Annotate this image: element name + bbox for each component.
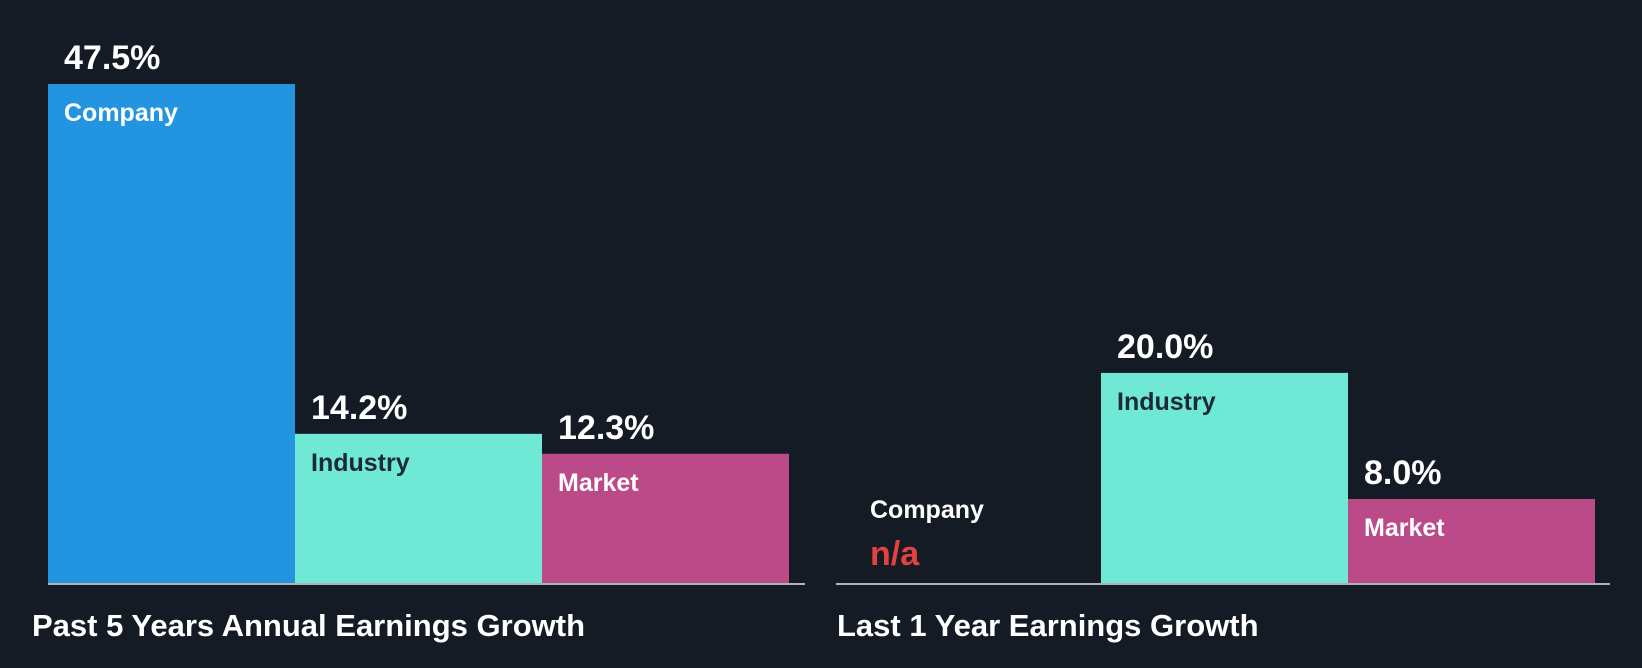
past5-industry-bar — [295, 433, 542, 583]
past5-market-bar — [542, 453, 789, 583]
last1-market-bar — [1348, 498, 1595, 583]
past5-market-value-label: 12.3% — [558, 409, 654, 447]
last1-company-value-label: n/a — [870, 535, 920, 573]
last-1-year-panel: Company n/a 20.0% Industry 8.0% Market — [836, 328, 1610, 585]
past-5-years-title: Past 5 Years Annual Earnings Growth — [32, 608, 585, 643]
past5-company-bar — [48, 84, 295, 583]
last1-market-label: Market — [1364, 514, 1445, 542]
last1-industry-label: Industry — [1117, 388, 1216, 416]
last1-company-label: Company — [870, 496, 984, 524]
last-1-year-title: Last 1 Year Earnings Growth — [837, 608, 1259, 643]
past-5-years-panel: 47.5% Company 14.2% Industry 12.3% Market — [48, 39, 805, 585]
last1-industry-bar — [1101, 372, 1348, 583]
past5-industry-label: Industry — [311, 449, 410, 477]
past5-company-label: Company — [64, 99, 178, 127]
past5-industry-value-label: 14.2% — [311, 389, 407, 427]
last1-market-value-label: 8.0% — [1364, 454, 1442, 492]
past5-company-value-label: 47.5% — [64, 39, 160, 77]
last1-industry-value-label: 20.0% — [1117, 328, 1213, 366]
past5-market-label: Market — [558, 469, 639, 497]
